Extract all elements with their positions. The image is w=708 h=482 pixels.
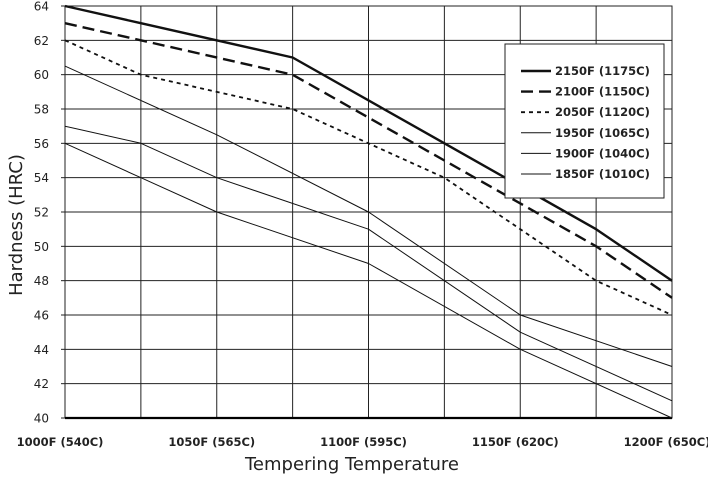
legend-label: 2050F (1120C) <box>555 105 650 119</box>
y-tick-label: 60 <box>34 68 49 82</box>
x-tick-label: 1050F (565C) <box>168 435 255 449</box>
x-tick-label: 1000F (540C) <box>17 435 104 449</box>
hardness-chart: 40424446485052545658606264 1000F (540C) 1… <box>0 0 708 482</box>
y-tick-label: 64 <box>34 0 49 14</box>
legend-label: 1850F (1010C) <box>555 167 650 181</box>
legend-label: 2100F (1150C) <box>555 85 650 99</box>
y-tick-label: 48 <box>34 274 49 288</box>
y-tick-label: 54 <box>34 171 49 185</box>
y-tick-label: 44 <box>34 343 49 357</box>
x-tick-label: 1200F (650C) <box>624 435 708 449</box>
legend-label: 1950F (1065C) <box>555 126 650 140</box>
y-tick-label: 42 <box>34 377 49 391</box>
legend-label: 1900F (1040C) <box>555 146 650 160</box>
y-tick-label: 62 <box>34 34 49 48</box>
y-tick-labels: 40 42 44 46 48 50 52 54 56 58 60 62 64 <box>34 0 49 426</box>
y-tick-label: 46 <box>34 309 49 323</box>
y-axis-label: Hardness (HRC) <box>6 154 27 296</box>
legend: 2150F (1175C) 2100F (1150C) 2050F (1120C) 1… <box>505 44 664 198</box>
y-tick-label: 52 <box>34 206 49 220</box>
y-tick-label: 50 <box>34 240 49 254</box>
x-tick-label: 1100F (595C) <box>320 435 407 449</box>
x-axis-label: Tempering Temperature <box>244 454 459 475</box>
y-tick-label: 58 <box>34 103 49 117</box>
y-tick-label: 56 <box>34 137 49 151</box>
x-tick-label: 1150F (620C) <box>472 435 559 449</box>
legend-label: 2150F (1175C) <box>555 64 650 78</box>
y-tick-label: 40 <box>34 412 49 426</box>
x-tick-labels: 1000F (540C) 1050F (565C) 1100F (595C) 1150… <box>17 435 708 449</box>
